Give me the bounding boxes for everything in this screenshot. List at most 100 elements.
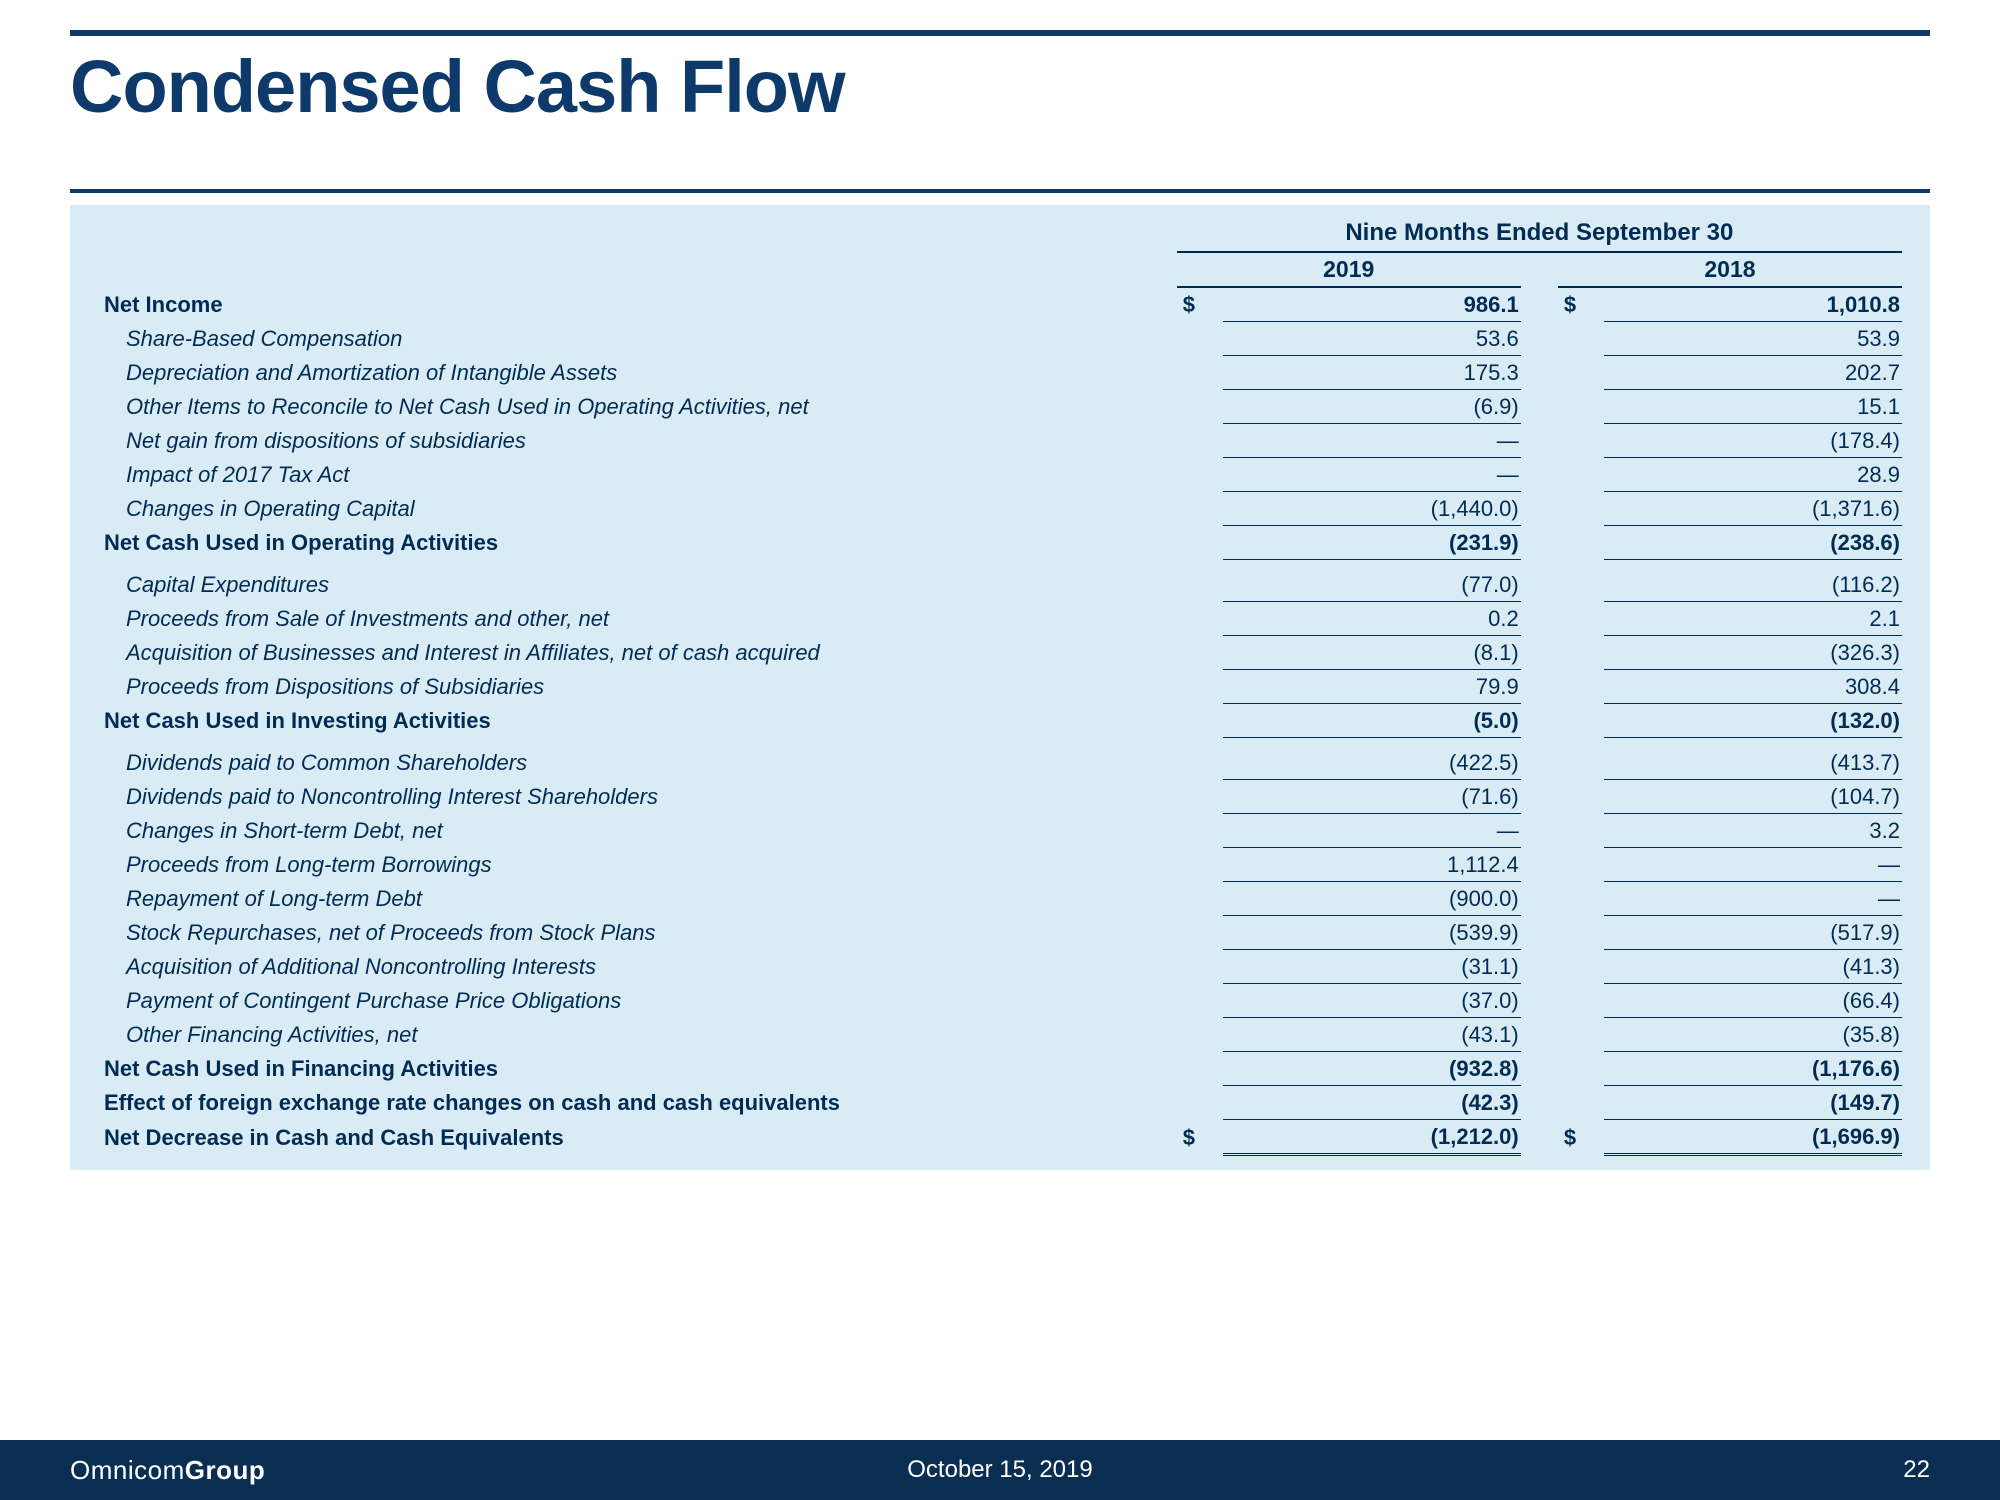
- table-row: Acquisition of Additional Noncontrolling…: [98, 950, 1902, 984]
- currency-symbol: [1177, 568, 1223, 602]
- row-label: Capital Expenditures: [98, 568, 1177, 602]
- table-row: Net Decrease in Cash and Cash Equivalent…: [98, 1120, 1902, 1155]
- value-y1: (5.0): [1223, 704, 1521, 738]
- table-row: Proceeds from Sale of Investments and ot…: [98, 602, 1902, 636]
- currency-symbol: [1177, 390, 1223, 424]
- currency-symbol: [1558, 882, 1604, 916]
- table-row: Dividends paid to Common Shareholders(42…: [98, 746, 1902, 780]
- logo-light: Omnicom: [70, 1455, 185, 1485]
- currency-symbol: $: [1177, 1120, 1223, 1155]
- slide: Condensed Cash Flow Nine Months Ended Se…: [0, 0, 2000, 1500]
- currency-symbol: [1177, 882, 1223, 916]
- currency-symbol: [1558, 848, 1604, 882]
- row-label: Acquisition of Businesses and Interest i…: [98, 636, 1177, 670]
- table-row: Acquisition of Businesses and Interest i…: [98, 636, 1902, 670]
- currency-symbol: [1177, 746, 1223, 780]
- row-label: Changes in Operating Capital: [98, 492, 1177, 526]
- value-y2: 202.7: [1604, 356, 1902, 390]
- table-row: Capital Expenditures (77.0) (116.2): [98, 568, 1902, 602]
- currency-symbol: [1558, 1018, 1604, 1052]
- value-y1: (31.1): [1223, 950, 1521, 984]
- currency-symbol: [1177, 322, 1223, 356]
- period-header-row: Nine Months Ended September 30: [98, 215, 1902, 252]
- footer-date: October 15, 2019: [907, 1456, 1092, 1484]
- value-y2: (238.6): [1604, 526, 1902, 560]
- currency-symbol: [1558, 1052, 1604, 1086]
- table-row: Net Cash Used in Operating Activities(23…: [98, 526, 1902, 560]
- footer-page: 22: [1903, 1456, 1930, 1484]
- currency-symbol: [1558, 424, 1604, 458]
- spacer-row: [98, 738, 1902, 747]
- col-year-1: 2019: [1177, 252, 1521, 288]
- value-y2: 15.1: [1604, 390, 1902, 424]
- value-y2: (41.3): [1604, 950, 1902, 984]
- currency-symbol: [1558, 814, 1604, 848]
- row-label: Net Cash Used in Investing Activities: [98, 704, 1177, 738]
- value-y1: (71.6): [1223, 780, 1521, 814]
- value-y1: —: [1223, 458, 1521, 492]
- value-y1: 0.2: [1223, 602, 1521, 636]
- table-row: Payment of Contingent Purchase Price Obl…: [98, 984, 1902, 1018]
- value-y2: (1,696.9): [1604, 1120, 1902, 1155]
- currency-symbol: [1177, 950, 1223, 984]
- currency-symbol: [1558, 390, 1604, 424]
- currency-symbol: [1558, 984, 1604, 1018]
- currency-symbol: [1558, 458, 1604, 492]
- row-label: Proceeds from Sale of Investments and ot…: [98, 602, 1177, 636]
- value-y2: 1,010.8: [1604, 287, 1902, 322]
- row-label: Other Financing Activities, net: [98, 1018, 1177, 1052]
- value-y2: (116.2): [1604, 568, 1902, 602]
- col-year-2: 2018: [1558, 252, 1902, 288]
- currency-symbol: [1558, 568, 1604, 602]
- currency-symbol: [1177, 424, 1223, 458]
- value-y2: 28.9: [1604, 458, 1902, 492]
- value-y1: —: [1223, 424, 1521, 458]
- row-label: Net Income: [98, 287, 1177, 322]
- value-y1: (43.1): [1223, 1018, 1521, 1052]
- value-y2: —: [1604, 848, 1902, 882]
- value-y1: (539.9): [1223, 916, 1521, 950]
- value-y1: (77.0): [1223, 568, 1521, 602]
- currency-symbol: [1558, 704, 1604, 738]
- period-header: Nine Months Ended September 30: [1177, 215, 1902, 252]
- currency-symbol: [1177, 848, 1223, 882]
- row-label: Effect of foreign exchange rate changes …: [98, 1086, 1177, 1120]
- value-y1: (6.9): [1223, 390, 1521, 424]
- row-label: Repayment of Long-term Debt: [98, 882, 1177, 916]
- value-y1: (1,212.0): [1223, 1120, 1521, 1155]
- currency-symbol: [1177, 670, 1223, 704]
- table-row: Changes in Operating Capital(1,440.0)(1,…: [98, 492, 1902, 526]
- page-title: Condensed Cash Flow: [70, 44, 1930, 129]
- footer-logo: OmnicomGroup: [70, 1455, 265, 1486]
- value-y1: 175.3: [1223, 356, 1521, 390]
- table-row: Dividends paid to Noncontrolling Interes…: [98, 780, 1902, 814]
- table-row: Stock Repurchases, net of Proceeds from …: [98, 916, 1902, 950]
- row-label: Proceeds from Long-term Borrowings: [98, 848, 1177, 882]
- footer-bar: OmnicomGroup October 15, 2019 22: [0, 1440, 2000, 1500]
- table-row: Depreciation and Amortization of Intangi…: [98, 356, 1902, 390]
- table-row: Proceeds from Dispositions of Subsidiari…: [98, 670, 1902, 704]
- currency-symbol: [1177, 780, 1223, 814]
- table-row: Net Income$986.1$1,010.8: [98, 287, 1902, 322]
- table-row: Share-Based Compensation53.653.9: [98, 322, 1902, 356]
- value-y2: (149.7): [1604, 1086, 1902, 1120]
- currency-symbol: [1177, 636, 1223, 670]
- table-row: Other Financing Activities, net(43.1)(35…: [98, 1018, 1902, 1052]
- currency-symbol: [1177, 356, 1223, 390]
- row-label: Proceeds from Dispositions of Subsidiari…: [98, 670, 1177, 704]
- table-row: Net Cash Used in Financing Activities(93…: [98, 1052, 1902, 1086]
- currency-symbol: [1558, 780, 1604, 814]
- currency-symbol: [1558, 602, 1604, 636]
- table-row: Effect of foreign exchange rate changes …: [98, 1086, 1902, 1120]
- table-body: Net Income$986.1$1,010.8Share-Based Comp…: [98, 287, 1902, 1155]
- currency-symbol: [1177, 814, 1223, 848]
- value-y2: —: [1604, 882, 1902, 916]
- row-label: Depreciation and Amortization of Intangi…: [98, 356, 1177, 390]
- value-y2: (326.3): [1604, 636, 1902, 670]
- currency-symbol: [1177, 492, 1223, 526]
- value-y1: —: [1223, 814, 1521, 848]
- value-y1: 986.1: [1223, 287, 1521, 322]
- value-y2: (104.7): [1604, 780, 1902, 814]
- value-y2: 308.4: [1604, 670, 1902, 704]
- row-label: Net gain from dispositions of subsidiari…: [98, 424, 1177, 458]
